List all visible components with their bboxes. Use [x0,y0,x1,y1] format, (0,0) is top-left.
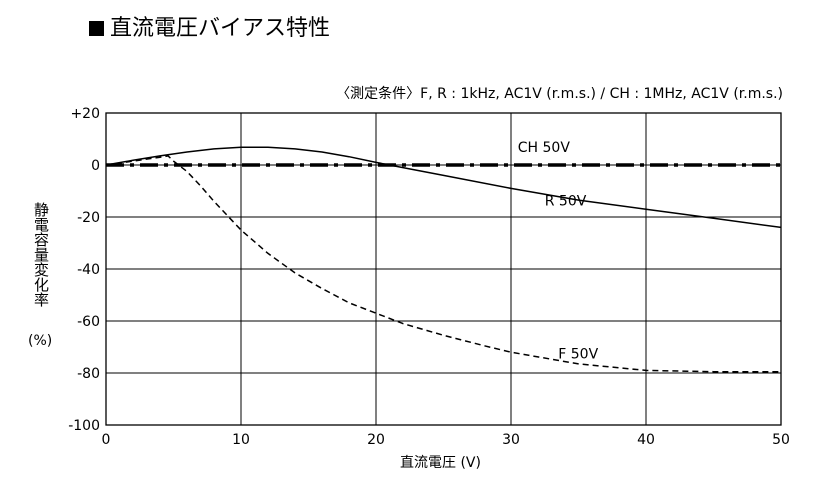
series-label-ch-50v: CH 50V [518,140,571,156]
x-tick-label: 0 [102,432,111,448]
series-label-r-50v: R 50V [545,193,587,209]
y-tick-label: +20 [70,106,100,122]
chart-title-block: 直流電圧バイアス特性 [89,14,330,44]
y-axis-unit: (%) [28,333,53,349]
y-axis-label: 静電容量変化率 [32,202,50,307]
x-tick-label: 20 [367,432,385,448]
series-line-f-50v [105,155,781,373]
y-tick-label: -20 [77,210,100,226]
bullet-square-icon [89,21,104,36]
y-tick-label: -40 [77,262,100,278]
chart-title: 直流電圧バイアス特性 [110,16,331,41]
y-tick-label: -100 [68,418,100,434]
x-axis-label: 直流電圧 (V) [400,455,481,471]
x-tick-label: 40 [637,432,655,448]
series-line-r-50v [105,146,782,229]
y-tick-label: -80 [77,366,100,382]
y-tick-label: 0 [91,158,100,174]
x-tick-label: 10 [232,432,250,448]
series-label-f-50v: F 50V [558,347,598,363]
x-tick-label: 50 [772,432,790,448]
measurement-conditions: 〈測定条件〉F, R : 1kHz, AC1V (r.m.s.) / CH : … [336,86,783,102]
y-tick-label: -60 [77,314,100,330]
plot-frame [105,112,782,426]
x-tick-label: 30 [502,432,520,448]
